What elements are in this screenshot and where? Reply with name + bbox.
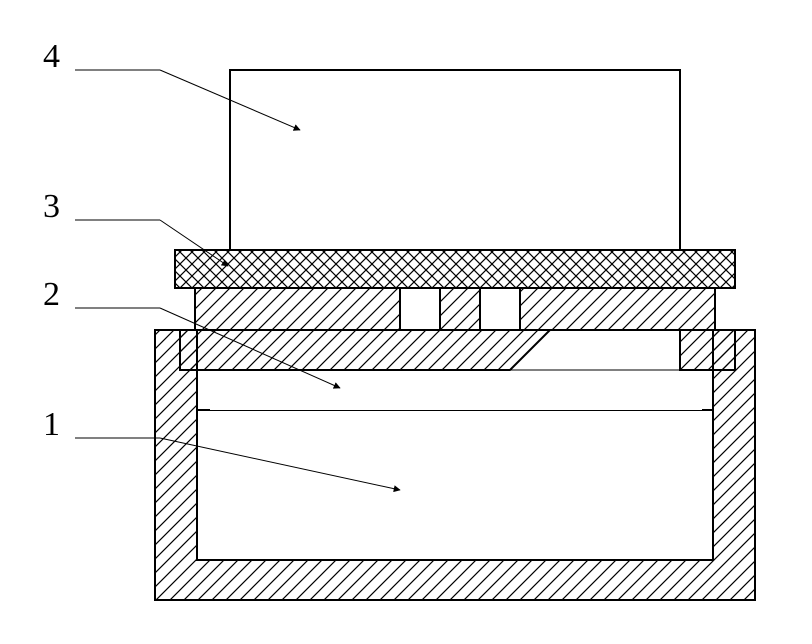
top-block [230, 70, 680, 250]
crosshatch-plate [175, 250, 735, 288]
upper-cavity [210, 370, 702, 410]
callout-label: 2 [43, 278, 60, 312]
ledge-plate-left [180, 330, 550, 370]
ledge-block-right [680, 330, 735, 370]
diagram-stage: 4 3 2 1 [0, 0, 812, 644]
base-inner-cavity [197, 410, 713, 560]
callout-label: 1 [43, 408, 60, 442]
callout-label: 4 [43, 40, 60, 74]
callout-label: 3 [43, 190, 60, 224]
layers [155, 70, 755, 600]
perforated-plate [195, 288, 715, 330]
perforated-plate-slot [480, 288, 520, 330]
diagram-svg [0, 0, 812, 644]
perforated-plate-slot [400, 288, 440, 330]
